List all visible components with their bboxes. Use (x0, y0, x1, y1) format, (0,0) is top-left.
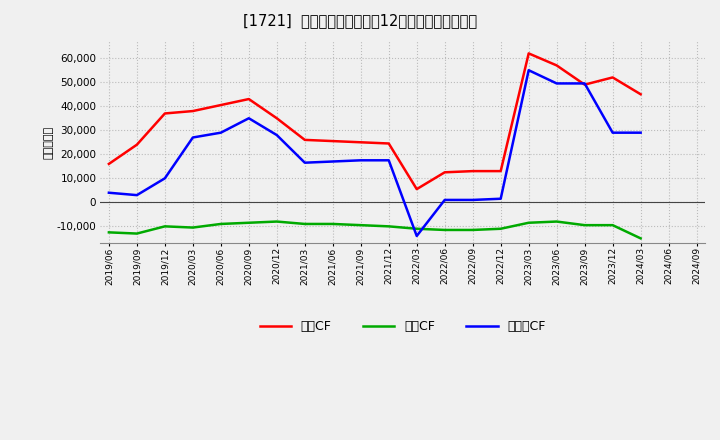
フリーCF (496, 196, 505, 202)
営業CF (552, 63, 561, 68)
営業CF (189, 108, 197, 114)
フリーCF (104, 190, 113, 195)
投資CF (384, 224, 393, 229)
営業CF (524, 51, 533, 56)
投資CF (580, 223, 589, 228)
フリーCF (469, 197, 477, 202)
投資CF (300, 221, 309, 227)
フリーCF (441, 197, 449, 202)
Y-axis label: （百万円）: （百万円） (44, 126, 54, 159)
フリーCF (300, 160, 309, 165)
フリーCF (384, 158, 393, 163)
投資CF (245, 220, 253, 225)
営業CF (580, 82, 589, 87)
営業CF (161, 111, 169, 116)
Line: フリーCF: フリーCF (109, 70, 641, 236)
Text: [1721]  キャッシュフローの12か月移動合計の推移: [1721] キャッシュフローの12か月移動合計の推移 (243, 13, 477, 28)
営業CF (104, 161, 113, 167)
営業CF (132, 142, 141, 147)
投資CF (189, 225, 197, 230)
フリーCF (132, 192, 141, 198)
フリーCF (636, 130, 645, 136)
投資CF (552, 219, 561, 224)
営業CF (328, 139, 337, 144)
営業CF (496, 169, 505, 174)
営業CF (384, 141, 393, 146)
投資CF (413, 226, 421, 231)
営業CF (413, 187, 421, 192)
フリーCF (189, 135, 197, 140)
投資CF (328, 221, 337, 227)
投資CF (161, 224, 169, 229)
Line: 投資CF: 投資CF (109, 222, 641, 238)
フリーCF (161, 176, 169, 181)
投資CF (356, 223, 365, 228)
営業CF (272, 116, 281, 121)
営業CF (217, 103, 225, 108)
営業CF (636, 92, 645, 97)
投資CF (496, 226, 505, 231)
フリーCF (552, 81, 561, 86)
営業CF (300, 137, 309, 143)
投資CF (469, 227, 477, 233)
投資CF (104, 230, 113, 235)
フリーCF (217, 130, 225, 136)
フリーCF (328, 159, 337, 164)
投資CF (272, 219, 281, 224)
投資CF (441, 227, 449, 233)
Legend: 営業CF, 投資CF, フリーCF: 営業CF, 投資CF, フリーCF (259, 320, 546, 333)
営業CF (356, 139, 365, 145)
投資CF (524, 220, 533, 225)
フリーCF (245, 116, 253, 121)
投資CF (217, 221, 225, 227)
Line: 営業CF: 営業CF (109, 53, 641, 189)
営業CF (608, 75, 617, 80)
投資CF (636, 236, 645, 241)
フリーCF (272, 132, 281, 138)
フリーCF (413, 233, 421, 238)
フリーCF (524, 68, 533, 73)
フリーCF (580, 81, 589, 86)
営業CF (245, 96, 253, 102)
投資CF (608, 223, 617, 228)
営業CF (441, 170, 449, 175)
フリーCF (608, 130, 617, 136)
フリーCF (356, 158, 365, 163)
投資CF (132, 231, 141, 236)
営業CF (469, 169, 477, 174)
